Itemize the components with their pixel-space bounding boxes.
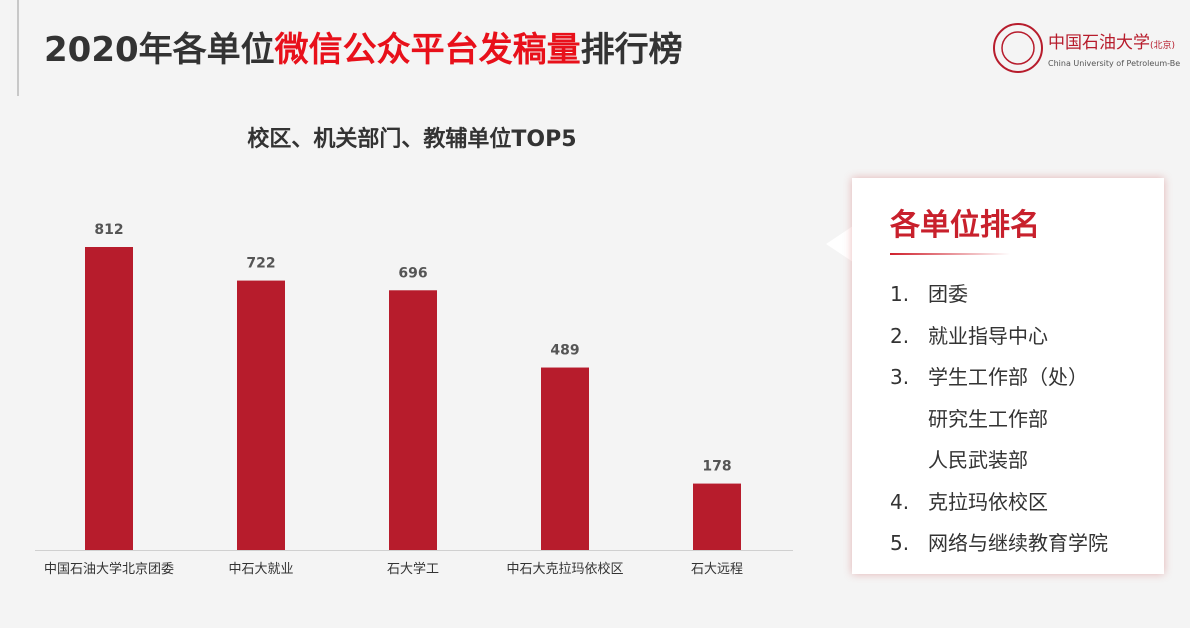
bar — [389, 290, 437, 550]
rank-text: 网络与继续教育学院 — [928, 531, 1108, 555]
panel-pointer — [826, 226, 853, 262]
data-label: 722 — [246, 256, 275, 272]
data-label: 812 — [94, 222, 123, 238]
ranking-row: 人民武装部 — [890, 444, 1028, 473]
logo: 中国石油大学 (北京) China University of Petroleu… — [993, 23, 1180, 73]
title-part: 排行榜 — [580, 30, 683, 70]
logo-emblem — [993, 23, 1043, 73]
ranking-row: 2. 就业指导中心 — [890, 320, 1048, 349]
heading-underline — [890, 253, 1010, 255]
x-tick-label: 中石大就业 — [228, 562, 293, 577]
logo-name: 中国石油大学 — [1048, 33, 1150, 53]
decor-line — [17, 0, 19, 96]
title-part: 微信公众平台发稿量 — [274, 30, 581, 70]
logo-english: China University of Petroleum-Beijing — [1048, 59, 1180, 68]
x-tick-label: 石大远程 — [691, 562, 743, 577]
rank-number: 5. — [890, 531, 910, 555]
ranking-row: 1. 团委 — [890, 278, 968, 307]
panel-heading: 各单位排名 — [890, 208, 1040, 243]
logo-suffix: (北京) — [1150, 39, 1175, 51]
rank-number: 3. — [890, 365, 910, 389]
rank-text: 克拉玛依校区 — [928, 489, 1048, 514]
slide-title: 2020年各单位微信公众平台发稿量排行榜 — [44, 22, 683, 71]
bar — [237, 280, 285, 550]
ranking-panel: 各单位排名 1. 团委 2. 就业指导中心 3. 学生工作部（处） 研究生工作部 人民武装部 4… — [852, 178, 1164, 574]
rank-text: 研究生工作部 — [928, 406, 1048, 431]
ranking-row: 5. 网络与继续教育学院 — [890, 527, 1108, 556]
bar — [541, 367, 589, 550]
ranking-row: 3. 学生工作部（处） — [890, 361, 1088, 390]
data-label: 696 — [398, 265, 427, 281]
title-part: 2020年各单位 — [44, 30, 275, 70]
rank-text: 学生工作部（处） — [928, 365, 1088, 389]
rank-text: 人民武装部 — [928, 448, 1028, 472]
ranking-row: 研究生工作部 — [890, 403, 1048, 432]
bar — [85, 247, 133, 550]
rank-text: 团委 — [928, 282, 968, 306]
rank-number: 2. — [890, 323, 910, 348]
rank-text: 就业指导中心 — [928, 323, 1048, 348]
chart: 校区、机关部门、教辅单位TOP5 812 中国石油大学北京团委 722 中石大就业 69… — [35, 126, 793, 577]
x-tick-label: 石大学工 — [387, 561, 439, 577]
rank-number: 1. — [890, 282, 910, 306]
logo-emblem-inner — [1001, 31, 1035, 65]
rank-number: 4. — [890, 489, 910, 514]
x-tick-label: 中国石油大学北京团委 — [44, 561, 174, 577]
x-tick-label: 中石大克拉玛依校区 — [506, 561, 623, 577]
data-label: 489 — [550, 343, 579, 359]
chart-title: 校区、机关部门、教辅单位TOP5 — [247, 126, 576, 152]
bar — [693, 483, 741, 550]
ranking-row: 4. 克拉玛依校区 — [890, 486, 1048, 515]
data-label: 178 — [702, 459, 731, 475]
